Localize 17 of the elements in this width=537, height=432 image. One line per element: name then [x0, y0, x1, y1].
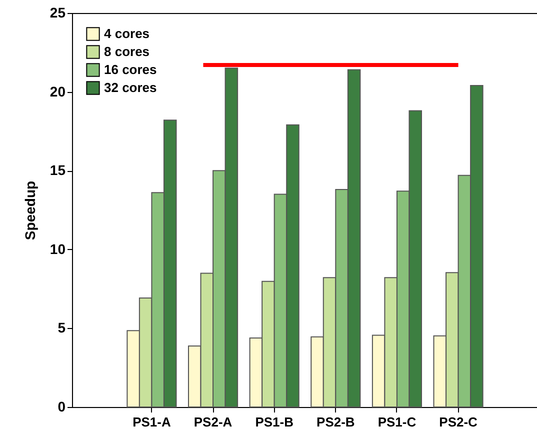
x-tick-label: PS2-A — [194, 414, 233, 430]
y-tick-label: 10 — [50, 240, 66, 257]
x-tick-label: PS1-B — [255, 414, 294, 430]
x-tick-label: PS1-C — [378, 414, 417, 430]
y-tick-label: 5 — [58, 320, 66, 336]
legend-label: 4 cores — [104, 26, 150, 41]
y-tick-label: 15 — [50, 162, 66, 178]
legend-label: 16 cores — [104, 62, 157, 77]
legend-label: 8 cores — [104, 44, 150, 59]
y-tick-label: 25 — [50, 4, 66, 20]
x-tick-label: PS1-A — [132, 414, 172, 430]
y-tick-label: 0 — [58, 398, 66, 414]
legend-label: 32 cores — [104, 80, 157, 95]
y-tick-label: 20 — [50, 83, 66, 100]
y-axis-title: Speedup — [22, 180, 38, 240]
x-tick-label: PS2-C — [439, 414, 478, 430]
x-tick-label: PS2-B — [316, 414, 355, 430]
